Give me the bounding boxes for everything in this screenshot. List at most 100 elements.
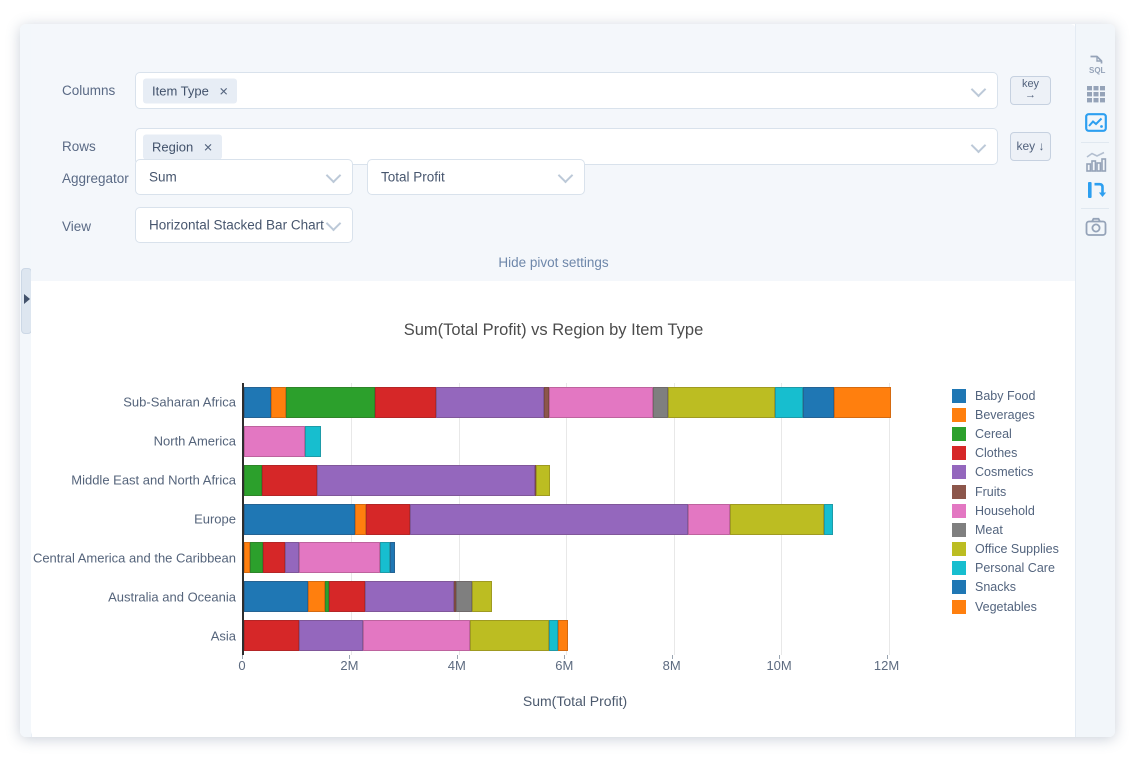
bar-segment[interactable]	[308, 581, 326, 613]
camera-icon[interactable]	[1084, 216, 1108, 242]
bar-segment[interactable]	[729, 503, 825, 535]
legend-label: Snacks	[975, 580, 1016, 595]
bar-segment[interactable]	[543, 386, 549, 418]
bar-segment[interactable]	[390, 542, 395, 574]
legend-item[interactable]: Snacks	[952, 578, 1059, 597]
bar-segment[interactable]	[244, 620, 300, 652]
bar-segment[interactable]	[354, 503, 366, 535]
legend-item[interactable]: Office Supplies	[952, 540, 1059, 559]
bar-segment[interactable]	[471, 581, 492, 613]
bar-segment[interactable]	[317, 464, 535, 496]
bar-segment[interactable]	[536, 464, 551, 496]
bar-segment[interactable]	[270, 386, 287, 418]
bar-segment[interactable]	[244, 503, 355, 535]
legend-label: Office Supplies	[975, 542, 1059, 557]
chevron-down-icon[interactable]	[970, 137, 987, 153]
bar-row: Central America and the Caribbean	[33, 542, 910, 574]
bar-chart-icon[interactable]	[1084, 150, 1108, 176]
bar-segment[interactable]	[365, 581, 454, 613]
bar-segment[interactable]	[262, 542, 285, 574]
bar-segment[interactable]	[299, 542, 381, 574]
bar-segment[interactable]	[409, 503, 688, 535]
hide-pivot-settings-link[interactable]: Hide pivot settings	[498, 255, 609, 270]
bar-segment[interactable]	[244, 386, 271, 418]
bar-segment[interactable]	[548, 386, 653, 418]
bar-segment[interactable]	[250, 542, 263, 574]
columns-key-order-button[interactable]: key →	[1010, 76, 1051, 105]
bar-segment[interactable]	[469, 620, 549, 652]
bar-segment[interactable]	[436, 386, 544, 418]
x-tick-label: 4M	[447, 658, 466, 673]
export-sql-icon[interactable]: SQL	[1084, 54, 1108, 80]
remove-tag-icon[interactable]: ✕	[218, 86, 229, 98]
legend-swatch	[952, 484, 966, 499]
chart-image-icon[interactable]	[1084, 112, 1108, 138]
gridline	[888, 383, 890, 655]
x-tick-label: 0	[238, 658, 246, 673]
remove-tag-icon[interactable]: ✕	[203, 142, 213, 154]
bar-segment[interactable]	[557, 620, 569, 652]
bar-segment[interactable]	[365, 503, 410, 535]
bar-segment[interactable]	[454, 581, 456, 613]
chevron-down-icon[interactable]	[325, 215, 342, 232]
bar-segment[interactable]	[775, 386, 803, 418]
bar-row: Asia	[211, 620, 910, 652]
legend: Baby Food Beverages Cereal Clothes Cosmetics…	[952, 386, 1059, 616]
bar-segment[interactable]	[262, 464, 318, 496]
svg-text:SQL: SQL	[1089, 66, 1106, 75]
table-icon[interactable]	[1084, 84, 1108, 110]
bar-segment[interactable]	[244, 581, 309, 613]
bar-segment[interactable]	[244, 464, 263, 496]
bar-segment[interactable]	[244, 542, 251, 574]
aggregator-select[interactable]: Sum	[135, 159, 353, 195]
chevron-down-icon[interactable]	[325, 167, 342, 184]
rows-select[interactable]: Region ✕	[135, 128, 998, 165]
columns-label: Columns	[62, 83, 116, 98]
legend-item[interactable]: Fruits	[952, 482, 1059, 501]
plot: Sub-Saharan Africa North America Middle Ea…	[33, 383, 910, 655]
bar-segment[interactable]	[802, 386, 835, 418]
bar-segment[interactable]	[548, 620, 558, 652]
legend-swatch	[952, 426, 966, 441]
bar-segment[interactable]	[380, 542, 391, 574]
view-select[interactable]: Horizontal Stacked Bar Chart	[135, 207, 353, 243]
y-category-label: Sub-Saharan Africa	[123, 394, 236, 410]
bar-segment[interactable]	[667, 386, 776, 418]
bar-segment[interactable]	[305, 425, 322, 457]
chevron-down-icon[interactable]	[557, 167, 574, 184]
legend-item[interactable]: Household	[952, 501, 1059, 520]
bar-segment[interactable]	[362, 620, 470, 652]
chevron-down-icon[interactable]	[970, 81, 987, 97]
legend-swatch	[952, 503, 966, 518]
bar-segment[interactable]	[652, 386, 668, 418]
legend-item[interactable]: Baby Food	[952, 386, 1059, 405]
columns-select[interactable]: Item Type ✕	[135, 72, 998, 109]
legend-item[interactable]: Cereal	[952, 424, 1059, 443]
legend-item[interactable]: Beverages	[952, 405, 1059, 424]
legend-item[interactable]: Vegetables	[952, 597, 1059, 616]
legend-label: Household	[975, 503, 1035, 518]
x-tick-mark	[456, 655, 458, 659]
bar-segment[interactable]	[284, 542, 300, 574]
x-tick-label: 10M	[766, 658, 792, 673]
bar-segment[interactable]	[687, 503, 730, 535]
bar-segment[interactable]	[824, 503, 833, 535]
legend-item[interactable]: Meat	[952, 520, 1059, 539]
bar-segment[interactable]	[328, 581, 366, 613]
legend-item[interactable]: Cosmetics	[952, 463, 1059, 482]
bar-segment[interactable]	[244, 425, 306, 457]
bar-segment[interactable]	[455, 581, 472, 613]
bar-segment[interactable]	[325, 581, 329, 613]
legend-swatch	[952, 407, 966, 422]
bar-segment[interactable]	[299, 620, 363, 652]
arrow-right-icon: →	[1025, 88, 1036, 101]
bar-segment[interactable]	[834, 386, 892, 418]
pivot-icon[interactable]	[1084, 178, 1108, 204]
bar-segment[interactable]	[375, 386, 437, 418]
legend-item[interactable]: Personal Care	[952, 559, 1059, 578]
rows-key-order-button[interactable]: key ↓	[1010, 132, 1051, 161]
legend-item[interactable]: Clothes	[952, 444, 1059, 463]
bar-segment[interactable]	[286, 386, 376, 418]
bar-segment[interactable]	[534, 464, 537, 496]
aggregator-field-select[interactable]: Total Profit	[367, 159, 585, 195]
